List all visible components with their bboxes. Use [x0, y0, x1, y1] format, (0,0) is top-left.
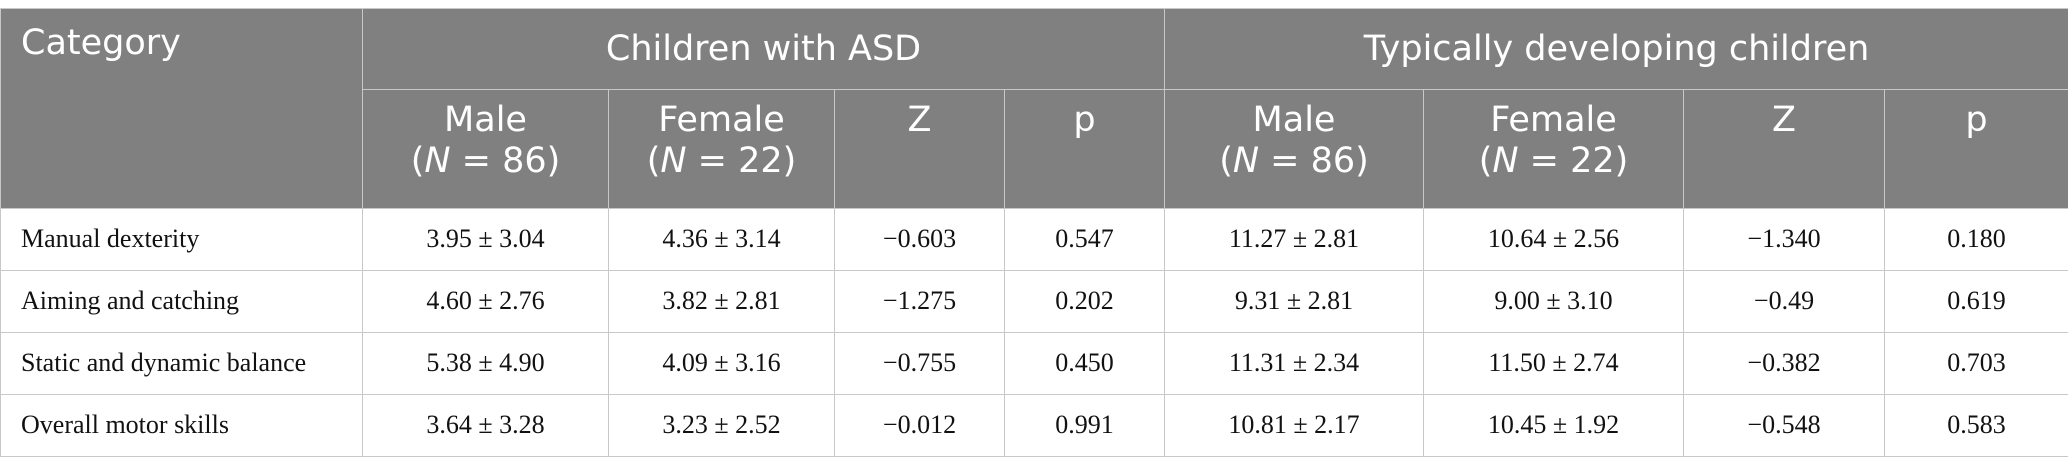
header-asd-female: Female (N = 22): [609, 89, 835, 208]
header-td-z: Z: [1684, 89, 1885, 208]
table-row: Overall motor skills 3.64 ± 3.28 3.23 ± …: [1, 394, 2068, 456]
cell-asd-z: −0.012: [835, 394, 1005, 456]
row-label: Overall motor skills: [1, 394, 363, 456]
cell-asd-female: 3.23 ± 2.52: [609, 394, 835, 456]
header-label: Female: [1490, 100, 1617, 140]
header-category: Category: [1, 9, 363, 90]
cell-asd-female: 4.36 ± 3.14: [609, 208, 835, 270]
table-header: Category Children with ASD Typically dev…: [1, 9, 2068, 209]
cell-td-z: −0.548: [1684, 394, 1885, 456]
cell-td-male: 11.31 ± 2.34: [1165, 332, 1424, 394]
cell-asd-z: −0.755: [835, 332, 1005, 394]
header-td-male: Male (N = 86): [1165, 89, 1424, 208]
header-group-asd: Children with ASD: [363, 9, 1165, 90]
header-label: Male: [1253, 100, 1336, 140]
cell-asd-female: 3.82 ± 2.81: [609, 270, 835, 332]
header-label: Male: [444, 100, 527, 140]
cell-asd-male: 5.38 ± 4.90: [363, 332, 609, 394]
cell-td-z: −1.340: [1684, 208, 1885, 270]
cell-td-male: 10.81 ± 2.17: [1165, 394, 1424, 456]
cell-td-female: 9.00 ± 3.10: [1424, 270, 1684, 332]
table-row: Static and dynamic balance 5.38 ± 4.90 4…: [1, 332, 2068, 394]
cell-td-z: −0.49: [1684, 270, 1885, 332]
header-row-subcolumns: Male (N = 86) Female (N = 22) Z p Male (…: [1, 89, 2068, 208]
table-row: Aiming and catching 4.60 ± 2.76 3.82 ± 2…: [1, 270, 2068, 332]
cell-asd-p: 0.547: [1005, 208, 1165, 270]
cell-td-p: 0.619: [1885, 270, 2068, 332]
header-n: (N = 86): [411, 141, 561, 181]
cell-asd-z: −1.275: [835, 270, 1005, 332]
header-label: Female: [658, 100, 785, 140]
cell-td-female: 10.64 ± 2.56: [1424, 208, 1684, 270]
header-row-groups: Category Children with ASD Typically dev…: [1, 9, 2068, 90]
cell-asd-male: 3.64 ± 3.28: [363, 394, 609, 456]
cell-td-female: 11.50 ± 2.74: [1424, 332, 1684, 394]
table-body: Manual dexterity 3.95 ± 3.04 4.36 ± 3.14…: [1, 208, 2068, 456]
header-group-td: Typically developing children: [1165, 9, 2068, 90]
cell-td-male: 9.31 ± 2.81: [1165, 270, 1424, 332]
cell-td-p: 0.703: [1885, 332, 2068, 394]
row-label: Manual dexterity: [1, 208, 363, 270]
cell-asd-p: 0.450: [1005, 332, 1165, 394]
row-label: Aiming and catching: [1, 270, 363, 332]
data-table-container: Category Children with ASD Typically dev…: [0, 8, 2068, 457]
cell-asd-male: 3.95 ± 3.04: [363, 208, 609, 270]
cell-asd-z: −0.603: [835, 208, 1005, 270]
cell-td-female: 10.45 ± 1.92: [1424, 394, 1684, 456]
cell-td-z: −0.382: [1684, 332, 1885, 394]
header-n: (N = 86): [1219, 141, 1369, 181]
header-asd-z: Z: [835, 89, 1005, 208]
cell-asd-p: 0.991: [1005, 394, 1165, 456]
cell-asd-female: 4.09 ± 3.16: [609, 332, 835, 394]
cell-td-male: 11.27 ± 2.81: [1165, 208, 1424, 270]
cell-asd-p: 0.202: [1005, 270, 1165, 332]
cell-asd-male: 4.60 ± 2.76: [363, 270, 609, 332]
header-asd-p: p: [1005, 89, 1165, 208]
header-asd-male: Male (N = 86): [363, 89, 609, 208]
header-n: (N = 22): [1479, 141, 1629, 181]
motor-skills-table: Category Children with ASD Typically dev…: [0, 8, 2068, 457]
header-td-p: p: [1885, 89, 2068, 208]
cell-td-p: 0.180: [1885, 208, 2068, 270]
header-td-female: Female (N = 22): [1424, 89, 1684, 208]
header-n: (N = 22): [647, 141, 797, 181]
header-category-spacer: [1, 89, 363, 208]
row-label: Static and dynamic balance: [1, 332, 363, 394]
cell-td-p: 0.583: [1885, 394, 2068, 456]
table-row: Manual dexterity 3.95 ± 3.04 4.36 ± 3.14…: [1, 208, 2068, 270]
